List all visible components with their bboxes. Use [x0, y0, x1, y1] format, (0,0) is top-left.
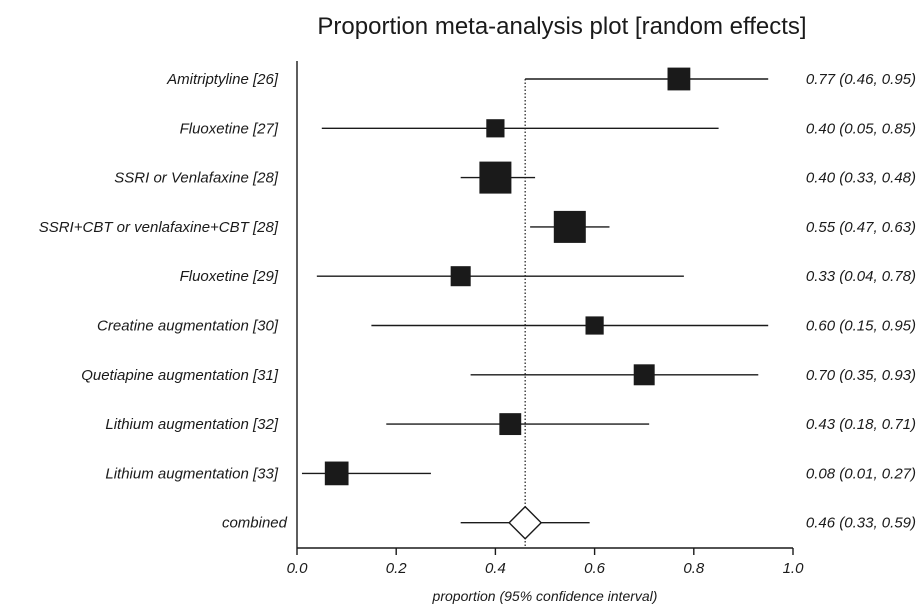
x-tick-label: 0.2: [386, 560, 408, 577]
ci-value-label: 0.40 (0.05, 0.85): [806, 120, 916, 137]
x-axis-label: proportion (95% confidence interval): [432, 588, 658, 604]
x-tick-label: 1.0: [783, 560, 805, 577]
study-label: SSRI or Venlafaxine [28]: [114, 170, 279, 187]
ci-value-label: 0.33 (0.04, 0.78): [806, 268, 916, 285]
point-estimate-marker: [450, 266, 471, 287]
study-label: Amitriptyline [26]: [166, 71, 279, 88]
point-estimate-marker: [633, 364, 655, 386]
point-estimate-marker: [585, 316, 604, 335]
ci-value-label: 0.70 (0.35, 0.93): [806, 367, 916, 384]
study-label: Lithium augmentation [32]: [105, 416, 278, 433]
x-tick-label: 0.0: [287, 560, 309, 577]
combined-label: combined: [222, 515, 288, 532]
ci-value-label: 0.55 (0.47, 0.63): [806, 219, 916, 236]
point-estimate-marker: [324, 461, 349, 486]
point-estimate-marker: [667, 67, 691, 91]
point-estimate-marker: [486, 119, 505, 138]
point-estimate-marker: [499, 413, 522, 436]
study-label: Fluoxetine [29]: [180, 268, 279, 285]
x-tick-label: 0.8: [683, 560, 705, 577]
x-tick-label: 0.4: [485, 560, 506, 577]
ci-value-label: 0.77 (0.46, 0.95): [806, 71, 916, 88]
ci-value-label: 0.43 (0.18, 0.71): [806, 416, 916, 433]
study-label: Creatine augmentation [30]: [97, 318, 279, 335]
x-tick-label: 0.6: [584, 560, 606, 577]
ci-value-label: 0.60 (0.15, 0.95): [806, 318, 916, 335]
plot-area: Amitriptyline [26] 0.77 (0.46, 0.95) Fluox…: [39, 61, 916, 577]
ci-value-label: 0.08 (0.01, 0.27): [806, 465, 916, 482]
chart-title: Proportion meta-analysis plot [random ef…: [317, 13, 806, 40]
point-estimate-marker: [479, 161, 512, 194]
study-label: Quetiapine augmentation [31]: [81, 367, 279, 384]
study-label: Fluoxetine [27]: [180, 120, 279, 137]
point-estimate-marker: [553, 210, 586, 243]
study-label: Lithium augmentation [33]: [105, 465, 278, 482]
study-label: SSRI+CBT or venlafaxine+CBT [28]: [39, 219, 279, 236]
combined-ci-value-label: 0.46 (0.33, 0.59): [806, 515, 916, 532]
combined-diamond: [508, 505, 543, 540]
ci-value-label: 0.40 (0.33, 0.48): [806, 170, 916, 187]
